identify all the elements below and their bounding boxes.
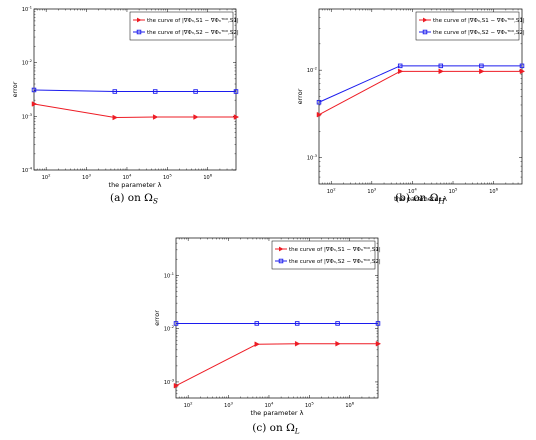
y-tick-label: 10-2 bbox=[307, 66, 318, 75]
y-axis-label: error bbox=[11, 81, 19, 97]
legend: the curve of |∇Φₙ,S1 − ∇Φₙᵀᴷᴰ,S1| the cur… bbox=[129, 11, 239, 41]
series-2-line bbox=[318, 65, 522, 103]
x-tick-label: 105 bbox=[449, 187, 458, 196]
series-2-point bbox=[375, 321, 381, 326]
y-tick-label: 10-2 bbox=[164, 324, 175, 333]
legend-box bbox=[129, 11, 234, 41]
series-2-point bbox=[335, 321, 340, 326]
series-1-point bbox=[519, 68, 526, 75]
series-1-point bbox=[233, 114, 240, 120]
series-2-point bbox=[193, 89, 198, 94]
legend-box bbox=[415, 11, 520, 41]
legend: the curve of |∇Φₙ,S1 − ∇Φₙᵀᴷᴰ,S1| the cur… bbox=[271, 240, 381, 270]
x-tick-label: 103 bbox=[224, 401, 233, 410]
panel-caption: (b) on ΩH bbox=[395, 192, 445, 206]
series-2-point bbox=[438, 63, 444, 69]
x-tick-label: 103 bbox=[82, 173, 91, 182]
series-2-point bbox=[31, 87, 37, 93]
x-tick-label: 105 bbox=[163, 173, 172, 182]
x-tick-label: 106 bbox=[345, 401, 354, 410]
y-axis-label: error bbox=[296, 88, 304, 104]
panel-caption: (a) on ΩS bbox=[110, 192, 158, 206]
series-1-point bbox=[335, 340, 341, 347]
legend-swatch-marker bbox=[279, 246, 284, 252]
series-2-point bbox=[316, 99, 322, 105]
legend-entry-2: the curve of |∇Φₙ,S2 − ∇Φₙᵀᴷᴰ,S2| bbox=[433, 29, 525, 36]
series-1-point bbox=[438, 68, 444, 75]
series-1-point bbox=[152, 114, 159, 120]
x-tick-label: 103 bbox=[367, 187, 376, 196]
series-2-point bbox=[254, 321, 260, 326]
legend-box bbox=[271, 240, 376, 270]
x-tick-label: 106 bbox=[203, 173, 212, 182]
series-2-point bbox=[112, 89, 118, 94]
x-tick-label: 106 bbox=[489, 187, 498, 196]
x-tick-label: 104 bbox=[265, 401, 274, 410]
x-tick-label: 102 bbox=[42, 173, 51, 182]
series-1-point bbox=[375, 340, 382, 347]
series-2-point bbox=[519, 63, 525, 69]
x-axis-label: the parameter λ bbox=[394, 195, 447, 203]
x-tick-label: 102 bbox=[327, 187, 336, 196]
minor-ticks bbox=[319, 9, 522, 184]
legend-swatch-marker bbox=[422, 29, 428, 35]
chart-panel-1: 102 103 104 105 106 10-4 10-3 10-2 10-1 the param… bbox=[11, 5, 240, 206]
chart-panel-3: 102 103 104 105 106 10-3 10-2 10-1 the parameter… bbox=[153, 237, 382, 436]
legend-swatch-marker bbox=[423, 17, 428, 23]
series-1-point bbox=[294, 340, 301, 347]
y-tick-label: 10-3 bbox=[22, 112, 33, 121]
x-tick-label: 102 bbox=[184, 401, 193, 410]
y-tick-label: 10-3 bbox=[307, 153, 318, 162]
legend-entry-2: the curve of |∇Φₙ,S2 − ∇Φₙᵀᴷᴰ,S2| bbox=[289, 258, 381, 265]
panel-caption: (c) on ΩL bbox=[252, 422, 300, 436]
legend-entry-1: the curve of |∇Φₙ,S1 − ∇Φₙᵀᴷᴰ,S1| bbox=[147, 17, 239, 24]
legend: the curve of |∇Φₙ,S1 − ∇Φₙᵀᴷᴰ,S1| the cur… bbox=[415, 11, 525, 41]
y-tick-label: 10-3 bbox=[164, 377, 175, 386]
legend-swatch-marker bbox=[136, 29, 142, 35]
y-tick-label: 10-1 bbox=[164, 271, 175, 280]
series-1-point bbox=[173, 382, 180, 389]
legend-swatch-marker bbox=[137, 17, 142, 23]
y-tick-label: 10-2 bbox=[22, 58, 33, 67]
series-2-point bbox=[479, 63, 484, 69]
series-2-line bbox=[33, 89, 236, 93]
x-tick-label: 104 bbox=[408, 187, 417, 196]
series-2-point bbox=[397, 63, 403, 69]
legend-swatch-marker bbox=[278, 258, 284, 264]
series-2-point bbox=[152, 89, 158, 94]
x-tick-label: 105 bbox=[305, 401, 314, 410]
series-1-point bbox=[254, 341, 260, 348]
legend-entry-1: the curve of |∇Φₙ,S1 − ∇Φₙᵀᴷᴰ,S1| bbox=[433, 17, 525, 24]
series-1-point bbox=[479, 68, 485, 75]
minor-ticks bbox=[34, 9, 236, 170]
legend-entry-1: the curve of |∇Φₙ,S1 − ∇Φₙᵀᴷᴰ,S1| bbox=[289, 246, 381, 253]
x-axis-label: the parameter λ bbox=[109, 181, 162, 189]
series-1-point bbox=[193, 114, 199, 120]
series-1-point bbox=[316, 111, 323, 118]
series-2-point bbox=[294, 321, 300, 326]
chart-panel-2: 102 103 104 105 106 10-3 10-2 the parameter λ er… bbox=[296, 8, 526, 206]
series-1-point bbox=[397, 68, 404, 75]
y-axis-label: error bbox=[153, 310, 161, 326]
series-2-point bbox=[233, 89, 239, 94]
series-2-point bbox=[173, 321, 179, 326]
legend-entry-2: the curve of |∇Φₙ,S2 − ∇Φₙᵀᴷᴰ,S2| bbox=[147, 29, 239, 36]
y-tick-label: 10-4 bbox=[22, 166, 33, 175]
x-axis-label: the parameter λ bbox=[251, 409, 304, 417]
series-1-point bbox=[112, 114, 118, 121]
y-tick-label: 10-1 bbox=[22, 5, 33, 14]
x-tick-label: 104 bbox=[123, 173, 132, 182]
series-1-point bbox=[31, 101, 38, 107]
